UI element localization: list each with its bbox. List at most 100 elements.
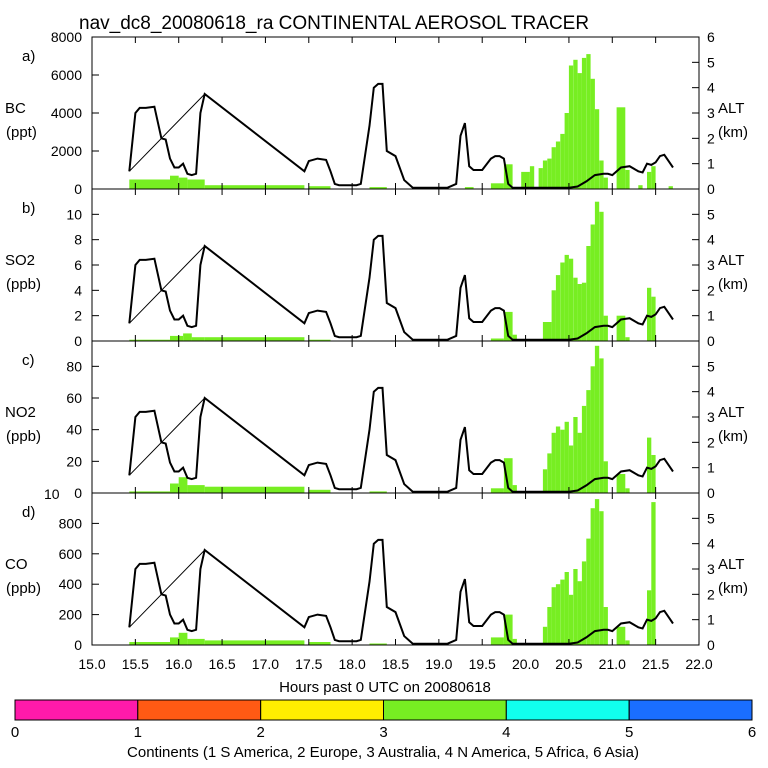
- bar: [564, 113, 569, 189]
- bar: [369, 491, 387, 493]
- alt-tick-label: 5: [707, 510, 715, 526]
- y-tick-label: 200: [59, 607, 83, 623]
- y-tick-label: 20: [66, 453, 82, 469]
- bar: [464, 187, 474, 189]
- x-tick-label: 16.0: [165, 656, 192, 672]
- bar: [490, 488, 504, 494]
- bar: [542, 626, 548, 645]
- colorbar-tick-label: 5: [625, 724, 633, 741]
- species-label: BC: [5, 100, 26, 117]
- bar: [490, 637, 504, 645]
- bar: [573, 277, 578, 341]
- bar: [590, 366, 595, 493]
- bar: [616, 626, 626, 645]
- colorbar-segment: [137, 699, 262, 721]
- bar: [542, 322, 552, 341]
- bar: [547, 158, 552, 189]
- colorbar-tick-label: 2: [257, 724, 265, 741]
- alt-label: ALT: [718, 100, 744, 117]
- colorbar-segment: [260, 699, 385, 721]
- alt-tick-label: 4: [707, 232, 715, 248]
- y-tick-label: 8000: [51, 29, 82, 45]
- bar: [564, 254, 569, 341]
- panels: 020004000600080000123456a)BC(ppt)ALT(km)…: [5, 29, 748, 653]
- bar: [616, 474, 626, 493]
- altitude-diagonal: [128, 245, 305, 324]
- x-tick-label: 19.5: [469, 656, 496, 672]
- bar: [178, 632, 188, 645]
- y-tick-label: 6: [74, 257, 82, 273]
- bar: [573, 59, 578, 189]
- x-tick-label: 18.0: [339, 656, 366, 672]
- bar: [594, 345, 600, 494]
- bar: [577, 581, 582, 645]
- bar: [625, 488, 630, 494]
- bar: [204, 185, 305, 189]
- bar: [668, 186, 673, 189]
- species-label: SO2: [5, 252, 35, 269]
- bar: [590, 78, 595, 189]
- y-tick-label: 6000: [51, 67, 82, 83]
- bar: [187, 638, 205, 645]
- bar: [191, 337, 205, 341]
- alt-tick-label: 5: [707, 358, 715, 374]
- alt-units: (km): [718, 580, 748, 597]
- bar: [521, 171, 530, 189]
- bar: [512, 334, 517, 341]
- bar: [555, 426, 561, 493]
- bar: [187, 485, 205, 493]
- colorbar-tick-label: 1: [134, 724, 142, 741]
- bar: [551, 290, 556, 341]
- altitude-line: [128, 538, 674, 645]
- bar: [560, 262, 565, 341]
- bar: [577, 432, 582, 493]
- x-axis: 15.0 15.5 16.0 16.5 17.0 17.5 18.0 18.5 19.0 19.5…: [78, 656, 712, 672]
- altitude-diagonal: [128, 549, 305, 628]
- x-axis-label: Hours past 0 UTC on 20080618: [279, 679, 491, 696]
- bar: [651, 166, 656, 189]
- y-tick-label: 0: [74, 333, 82, 349]
- bar: [599, 211, 604, 341]
- y-tick-label: 40: [66, 422, 82, 438]
- alt-tick-label: 2: [707, 130, 715, 146]
- bar: [586, 246, 591, 341]
- bar: [178, 477, 188, 493]
- panel-letter: a): [22, 48, 35, 65]
- bar: [204, 486, 305, 493]
- bar: [638, 185, 643, 189]
- panel-letter: d): [22, 504, 35, 521]
- species-units: (ppb): [6, 276, 41, 293]
- panel-letter: c): [22, 352, 35, 369]
- bar: [603, 315, 608, 341]
- x-tick-label: 22.0: [685, 656, 712, 672]
- alt-tick-label: 0: [707, 637, 715, 653]
- bar: [581, 282, 587, 341]
- y-tick-label: 10: [66, 206, 82, 222]
- alt-tick-label: 5: [707, 206, 715, 222]
- panel-frame: [91, 340, 700, 494]
- bar: [555, 275, 561, 341]
- x-tick-label: 20.5: [555, 656, 582, 672]
- panel-frame: [91, 36, 700, 190]
- bar: [590, 508, 595, 645]
- bar: [170, 483, 179, 493]
- colorbar-tick-label: 0: [11, 724, 19, 741]
- bar: [586, 390, 591, 493]
- bar: [529, 166, 535, 189]
- bar: [308, 489, 331, 493]
- bar: [560, 429, 565, 493]
- colorbar: 0 1 2 3 4 5 6: [11, 699, 756, 741]
- y-tick-label: 400: [59, 576, 83, 592]
- bar: [187, 179, 205, 189]
- x-tick-label: 21.5: [642, 656, 669, 672]
- x-tick-label: 15.5: [122, 656, 149, 672]
- altitude-line: [128, 82, 674, 189]
- y-tick-label: 600: [59, 546, 83, 562]
- alt-label: ALT: [718, 252, 744, 269]
- alt-tick-label: 0: [707, 485, 715, 501]
- y-tick-label: 4: [74, 282, 82, 298]
- stray-tick-label: 10: [44, 486, 60, 502]
- bar: [551, 587, 556, 645]
- alt-tick-label: 2: [707, 434, 715, 450]
- bar: [603, 177, 608, 189]
